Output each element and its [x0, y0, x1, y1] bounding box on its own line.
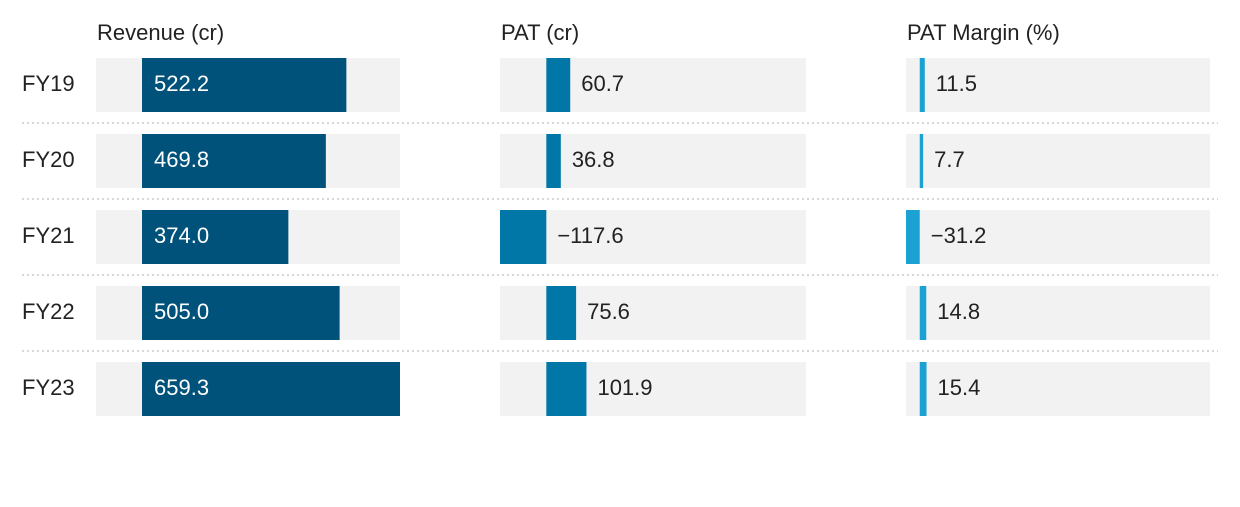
category-label-fy19: FY19 [22, 71, 75, 96]
bar-track [500, 286, 806, 340]
bar-revenue-cr-fy22 [142, 286, 340, 340]
value-label-pat-margin-fy20: 7.7 [934, 147, 965, 172]
category-label-fy23: FY23 [22, 375, 75, 400]
value-label-pat-cr-fy21: −117.6 [557, 223, 623, 248]
value-label-revenue-cr-fy19: 522.2 [154, 71, 209, 96]
bar-track [906, 134, 1210, 188]
value-label-pat-margin-fy22: 14.8 [937, 299, 980, 324]
category-label-fy21: FY21 [22, 223, 75, 248]
column-header-pat-cr: PAT (cr) [501, 20, 579, 45]
bar-pat-margin-fy19 [919, 58, 925, 112]
bar-track [500, 134, 806, 188]
column-header-revenue-cr: Revenue (cr) [97, 20, 224, 45]
category-label-fy22: FY22 [22, 299, 75, 324]
bar-pat-cr-fy23 [546, 362, 587, 416]
column-header-pat-margin: PAT Margin (%) [907, 20, 1060, 45]
bar-track [906, 58, 1210, 112]
bar-revenue-cr-fy21 [142, 210, 289, 264]
bar-track [906, 362, 1210, 416]
value-label-pat-cr-fy20: 36.8 [572, 147, 615, 172]
bar-track [500, 362, 806, 416]
value-label-pat-margin-fy21: −31.2 [931, 223, 987, 248]
value-label-revenue-cr-fy23: 659.3 [154, 375, 209, 400]
bar-track [500, 210, 806, 264]
bar-pat-margin-fy21 [906, 210, 920, 264]
value-label-pat-margin-fy23: 15.4 [938, 375, 981, 400]
bar-revenue-cr-fy23 [142, 362, 401, 416]
value-label-pat-cr-fy23: 101.9 [597, 375, 652, 400]
bar-pat-margin-fy22 [919, 286, 927, 340]
value-label-revenue-cr-fy21: 374.0 [154, 223, 209, 248]
bar-pat-cr-fy19 [546, 58, 571, 112]
bar-revenue-cr-fy20 [142, 134, 326, 188]
bar-track [500, 58, 806, 112]
bar-revenue-cr-fy19 [142, 58, 347, 112]
bar-pat-cr-fy21 [500, 210, 547, 264]
bar-pat-cr-fy20 [546, 134, 561, 188]
value-label-revenue-cr-fy22: 505.0 [154, 299, 209, 324]
category-label-fy20: FY20 [22, 147, 75, 172]
value-label-pat-cr-fy22: 75.6 [587, 299, 630, 324]
bar-pat-margin-fy20 [919, 134, 924, 188]
value-label-pat-cr-fy19: 60.7 [581, 71, 624, 96]
value-label-revenue-cr-fy20: 469.8 [154, 147, 209, 172]
bar-pat-cr-fy22 [546, 286, 577, 340]
bar-pat-margin-fy23 [919, 362, 927, 416]
value-label-pat-margin-fy19: 11.5 [936, 71, 977, 96]
bar-track [906, 286, 1210, 340]
bar-track [906, 210, 1210, 264]
